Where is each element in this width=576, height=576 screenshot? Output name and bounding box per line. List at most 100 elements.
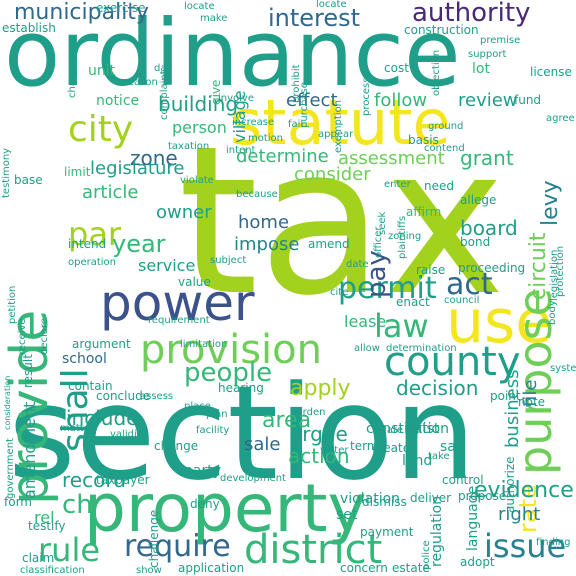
word-party: party: [184, 463, 221, 479]
word-tax: tax: [178, 103, 506, 341]
word-article: article: [82, 182, 139, 203]
word-development: development: [220, 473, 286, 484]
word-body: body: [547, 300, 558, 325]
word-dismiss: dismiss: [362, 495, 407, 509]
word-levy: levy: [538, 180, 563, 226]
word-value: value: [178, 275, 211, 289]
word-issue: issue: [484, 527, 567, 565]
word-people: people: [184, 358, 273, 388]
word-plan: plan: [206, 409, 228, 420]
word-deliver: deliver: [410, 491, 452, 505]
word-claim: claim: [22, 551, 55, 565]
word-allow: allow: [354, 343, 380, 354]
word-validity: validity: [110, 429, 147, 440]
word-police: police: [421, 540, 432, 570]
word-objection: objection: [431, 50, 442, 97]
word-violation: violation: [340, 491, 401, 507]
word-limitation: limitation: [180, 339, 228, 350]
word-county: county: [384, 339, 521, 385]
word-require: require: [124, 529, 231, 564]
word-amend: amend: [308, 237, 350, 251]
word-act: act: [446, 267, 493, 302]
word-provision: provision: [140, 327, 322, 373]
word-cite: cite: [330, 287, 349, 298]
word-show: show: [136, 565, 162, 576]
word-matter: matter: [60, 423, 94, 434]
word-power: power: [100, 274, 255, 332]
word-rel: rel: [34, 508, 55, 527]
word-water: water: [320, 445, 349, 456]
word-argue: argue: [290, 422, 348, 446]
word-control: control: [442, 473, 484, 487]
word-include: include: [66, 406, 139, 430]
word-petition: petition: [7, 286, 18, 325]
word-involve: involve: [218, 93, 255, 104]
word-day: day: [154, 63, 173, 74]
word-cost: cost: [384, 61, 409, 75]
word-reason: reason: [124, 77, 158, 88]
word-taxation: taxation: [168, 141, 210, 152]
word-system: system: [550, 363, 576, 374]
word-place: place: [184, 401, 211, 412]
word-exist: exist: [406, 421, 440, 437]
word-sale: sale: [244, 434, 281, 455]
word-city: city: [68, 109, 134, 150]
word-consideration: consideration: [3, 376, 12, 431]
word-charge: charge: [67, 64, 78, 99]
word-requirement: requirement: [148, 315, 210, 326]
word-constitution: constitution: [366, 421, 449, 437]
word-building: building: [158, 92, 239, 116]
word-locate: locate: [316, 0, 347, 10]
word-application: application: [178, 561, 245, 575]
word-authority: authority: [412, 0, 531, 28]
word-decision: decision: [396, 376, 479, 400]
word-fund: fund: [514, 93, 542, 107]
word-premise: premise: [480, 35, 521, 46]
word-zoning: zoning: [388, 231, 422, 242]
word-note: note: [518, 395, 546, 409]
word-lease: lease: [344, 312, 387, 331]
word-propose: propose: [458, 489, 507, 503]
word-school: school: [62, 351, 107, 367]
word-determination: determination: [386, 343, 457, 354]
word-relate: relate: [374, 425, 404, 436]
word-testify: testify: [28, 519, 66, 533]
word-intend: intend: [68, 237, 107, 251]
word-contend: contend: [424, 143, 465, 154]
word-interest: interest: [268, 4, 361, 32]
word-fail: fail: [288, 119, 304, 130]
word-agree: agree: [546, 113, 575, 124]
word-home: home: [238, 212, 290, 233]
word-make: make: [200, 13, 228, 24]
word-contain: contain: [68, 379, 113, 393]
word-establish: establish: [2, 21, 56, 35]
word-zone: zone: [130, 146, 178, 170]
word-exercise: exercise: [96, 1, 146, 15]
word-assessment: assessment: [338, 148, 445, 169]
word-because: because: [236, 189, 278, 200]
word-receive: receive: [17, 318, 28, 355]
word-declare: declare: [39, 318, 50, 355]
word-create: create: [372, 441, 411, 455]
word-statute: statute: [230, 86, 451, 159]
word-officer: officer: [373, 226, 384, 258]
word-set: set: [336, 507, 358, 523]
word-increase: increase: [232, 117, 275, 128]
word-raise: raise: [416, 263, 446, 277]
word-unit: unit: [88, 63, 116, 79]
word-year: year: [112, 230, 166, 258]
word-right: right: [498, 504, 541, 525]
word-form: form: [4, 495, 32, 509]
word-grant: grant: [460, 146, 514, 170]
word-authorize: authorize: [503, 456, 517, 513]
word-board: board: [460, 216, 518, 240]
word-limit: limit: [64, 165, 91, 179]
word-consider: consider: [294, 164, 371, 185]
word-payment: payment: [360, 525, 414, 539]
word-exemption: exemption: [333, 100, 344, 153]
word-change: change: [154, 439, 199, 453]
word-assess: assess: [140, 391, 174, 402]
word-ch: ch: [62, 490, 93, 520]
word-support: support: [468, 49, 507, 60]
word-land: land: [402, 453, 433, 469]
